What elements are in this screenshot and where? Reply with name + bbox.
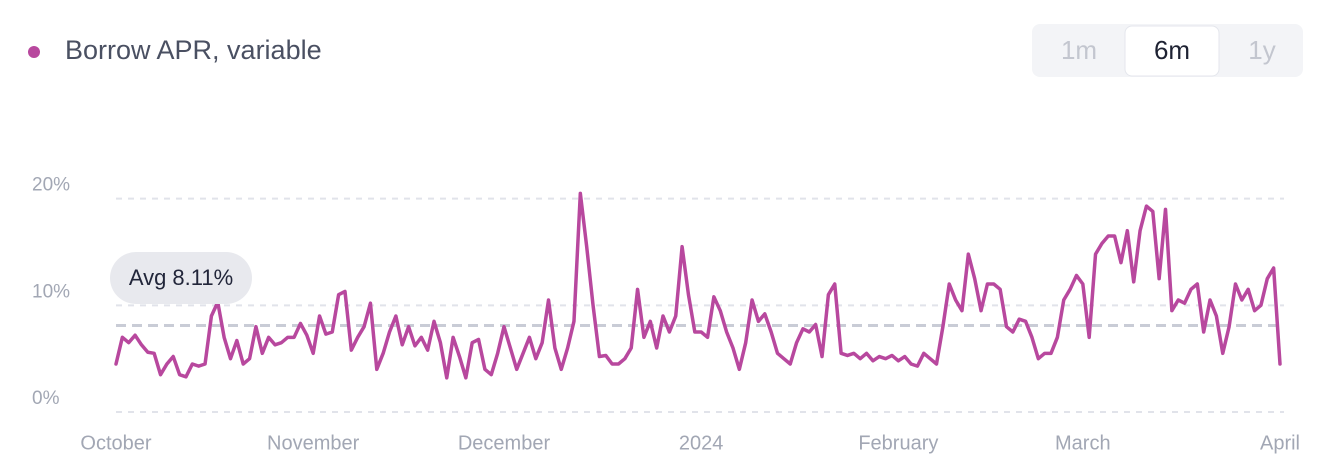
series-line xyxy=(114,191,1282,380)
x-tick-label: March xyxy=(1055,432,1111,454)
x-tick-label: December xyxy=(458,432,551,454)
y-tick-label: 10% xyxy=(32,281,70,302)
y-tick-label: 20% xyxy=(32,175,70,196)
x-tick-label: February xyxy=(858,432,938,454)
x-tick-label: April xyxy=(1260,432,1300,454)
range-button-active[interactable] xyxy=(1124,25,1220,77)
x-tick-label: 2024 xyxy=(679,432,724,454)
x-tick-label: October xyxy=(80,432,151,454)
range-button[interactable]: 1y xyxy=(1248,35,1275,65)
x-tick-label: November xyxy=(267,432,360,454)
range-button[interactable]: 6m xyxy=(1154,35,1190,65)
y-tick-label: 0% xyxy=(32,388,60,409)
legend-dot xyxy=(28,46,40,58)
average-label: Avg 8.11% xyxy=(129,265,233,290)
legend-label: Borrow APR, variable xyxy=(65,35,322,65)
range-button[interactable]: 1m xyxy=(1061,35,1097,65)
average-pill xyxy=(110,252,252,304)
